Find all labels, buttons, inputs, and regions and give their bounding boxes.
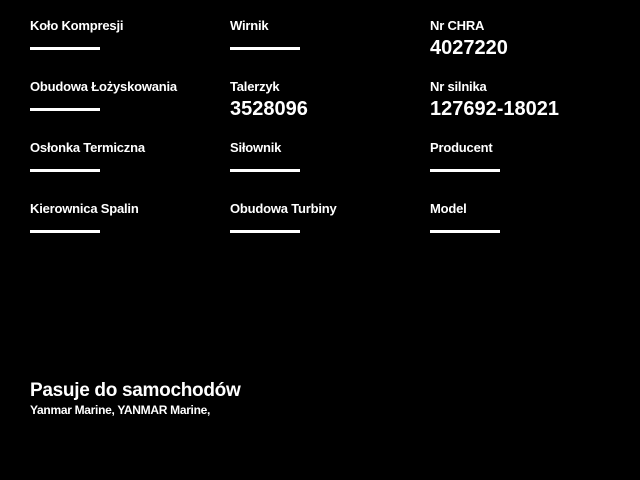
spec-value [430,169,630,172]
spec-cell: Nr CHRA 4027220 [430,18,630,79]
spec-value [30,230,230,233]
spec-value: 127692-18021 [430,98,560,120]
spec-label: Nr silnika [430,79,487,94]
spec-cell: Producent [430,140,630,201]
spec-value [30,47,230,50]
spec-label: Obudowa Turbiny [230,201,337,216]
spec-label: Kierownica Spalin [30,201,139,216]
empty-value-line [30,108,100,111]
empty-value-line [430,230,500,233]
spec-value [30,169,230,172]
spec-cell: Koło Kompresji [30,18,230,79]
empty-value-line [230,230,300,233]
spec-value [30,108,230,111]
spec-cell: Obudowa Łożyskowania [30,79,230,140]
spec-value [230,169,430,172]
empty-value-line [30,47,100,50]
spec-cell: Model [430,201,630,262]
spec-label: Koło Kompresji [30,18,124,33]
fitment-vehicles: Yanmar Marine, YANMAR Marine, [30,403,211,417]
spec-value: 4027220 [430,37,508,59]
spec-label: Model [430,201,467,216]
empty-value-line [230,169,300,172]
empty-value-line [230,47,300,50]
spec-value [430,230,630,233]
spec-label: Wirnik [230,18,269,33]
spec-value: 3528096 [230,98,308,120]
spec-cell: Wirnik [230,18,430,79]
empty-value-line [30,230,100,233]
spec-cell: Talerzyk 3528096 [230,79,430,140]
spec-label: Talerzyk [230,79,280,94]
spec-cell: Siłownik [230,140,430,201]
spec-label: Siłownik [230,140,282,155]
spec-label: Osłonka Termiczna [30,140,145,155]
spec-value [230,230,430,233]
empty-value-line [30,169,100,172]
specs-grid: Koło Kompresji Wirnik Nr CHRA 4027220 Ob… [30,18,630,262]
empty-value-line [430,169,500,172]
spec-cell: Kierownica Spalin [30,201,230,262]
fitment-section: Pasuje do samochodów Yanmar Marine, YANM… [30,380,241,418]
spec-label: Producent [430,140,493,155]
spec-cell: Obudowa Turbiny [230,201,430,262]
spec-cell: Osłonka Termiczna [30,140,230,201]
spec-label: Nr CHRA [430,18,485,33]
spec-cell: Nr silnika 127692-18021 [430,79,630,140]
spec-label: Obudowa Łożyskowania [30,79,177,94]
fitment-heading: Pasuje do samochodów [30,380,241,401]
spec-value [230,47,430,50]
